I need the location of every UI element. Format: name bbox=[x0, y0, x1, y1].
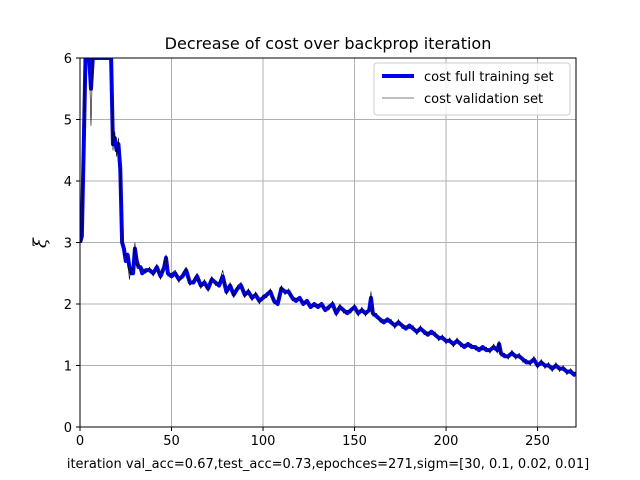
series-line-training bbox=[80, 58, 576, 377]
x-tick-label: 200 bbox=[434, 434, 459, 449]
y-axis-label: ξ bbox=[30, 237, 51, 248]
y-tick-label: 1 bbox=[64, 360, 72, 375]
x-tick-label: 50 bbox=[163, 434, 180, 449]
plot-lines bbox=[80, 58, 576, 377]
grid bbox=[79, 57, 576, 428]
legend: cost full training set cost validation s… bbox=[373, 62, 571, 116]
y-tick-label: 0 bbox=[64, 421, 72, 436]
x-tick-label: 100 bbox=[251, 434, 276, 449]
y-tick-label: 4 bbox=[64, 175, 72, 190]
x-tick-label: 250 bbox=[525, 434, 550, 449]
x-tick-label: 150 bbox=[342, 434, 367, 449]
ticks: 0 50 100 150 200 250 0 1 2 3 4 5 6 bbox=[64, 52, 550, 449]
legend-label-training: cost full training set bbox=[424, 70, 554, 85]
y-tick-label: 2 bbox=[64, 298, 72, 313]
x-axis-label: iteration val_acc=0.67,test_acc=0.73,epo… bbox=[67, 457, 589, 472]
x-tick-label: 0 bbox=[76, 434, 84, 449]
legend-box bbox=[373, 62, 571, 116]
legend-label-validation: cost validation set bbox=[424, 92, 543, 107]
series-line-validation bbox=[80, 58, 576, 376]
y-tick-label: 6 bbox=[64, 52, 72, 67]
chart-title: Decrease of cost over backprop iteration bbox=[165, 34, 492, 53]
y-tick-label: 5 bbox=[64, 114, 72, 129]
y-tick-label: 3 bbox=[64, 237, 72, 252]
